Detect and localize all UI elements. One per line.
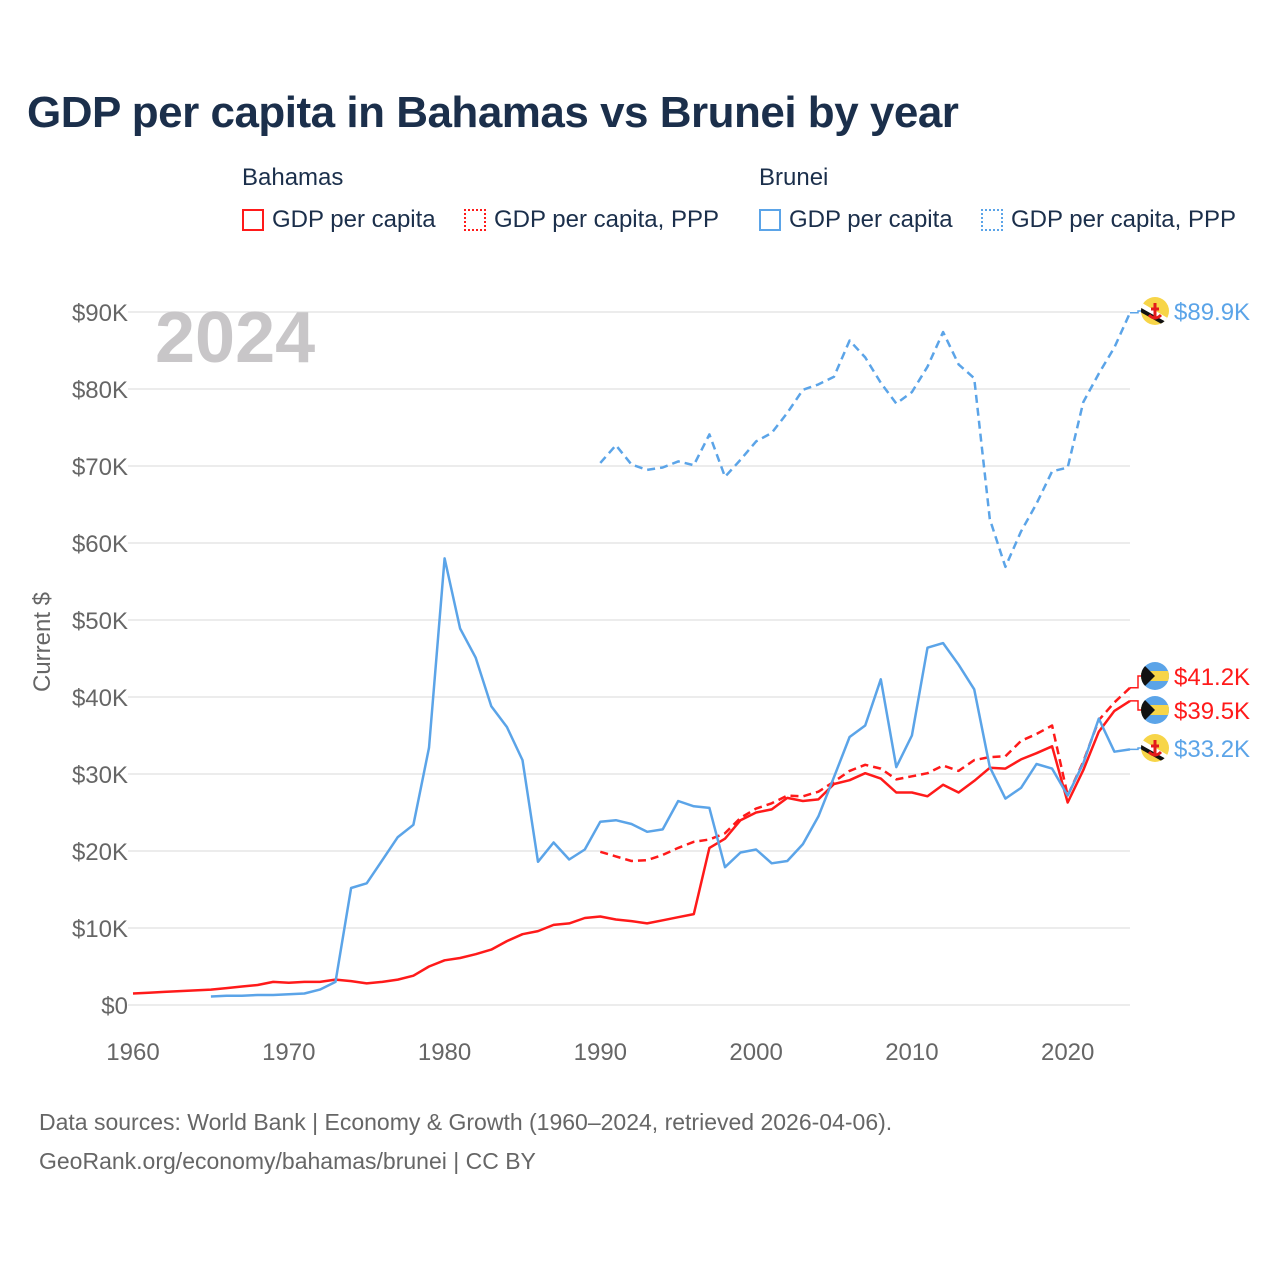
bahamas-flag-icon (1141, 662, 1169, 690)
end-connector (1130, 700, 1142, 711)
footer-sources: Data sources: World Bank | Economy & Gro… (39, 1109, 893, 1135)
legend-label: GDP per capita (789, 206, 953, 233)
legend-label: GDP per capita, PPP (494, 206, 719, 233)
flag-triangle (1141, 696, 1155, 724)
y-tick-label: $60K (72, 531, 128, 558)
x-tick-label: 1990 (574, 1039, 627, 1066)
y-axis-label: Current $ (29, 592, 56, 692)
legend-bahamas-ppp[interactable]: GDP per capita, PPP (464, 206, 719, 234)
y-tick-label: $80K (72, 377, 128, 404)
legend-label: GDP per capita (272, 206, 436, 233)
legend-group-brunei: Brunei (759, 164, 829, 191)
x-tick-label: 1970 (262, 1039, 315, 1066)
flag-emblem (1147, 740, 1163, 757)
x-tick-label: 1980 (418, 1039, 471, 1066)
y-tick-label: $70K (72, 454, 128, 481)
end-value-label: $33.2K (1174, 736, 1250, 763)
series-line-brunei-gdp-per-capita (210, 557, 1131, 998)
end-value-label: $89.9K (1174, 299, 1250, 326)
end-connector (1130, 310, 1142, 314)
flag-body (1141, 662, 1169, 690)
end-value-label: $39.5K (1174, 698, 1250, 725)
x-tick-label: 2010 (885, 1039, 938, 1066)
end-connector (1130, 747, 1142, 751)
y-tick-label: $90K (72, 300, 128, 327)
end-connector (1130, 675, 1142, 689)
flag-triangle (1141, 662, 1155, 690)
year-label: 2024 (155, 298, 315, 378)
legend-group-bahamas: Bahamas (242, 164, 344, 191)
legend-swatch-solid-red (242, 209, 264, 231)
flag-body (1141, 734, 1169, 762)
end-value-label: $41.2K (1174, 664, 1250, 691)
y-tick-label: $10K (72, 916, 128, 943)
legend-brunei-ppp[interactable]: GDP per capita, PPP (981, 206, 1236, 234)
x-tick-label: 2020 (1041, 1039, 1094, 1066)
flag-body (1141, 696, 1169, 724)
brunei-flag-icon (1141, 297, 1169, 325)
legend-bahamas-gdp[interactable]: GDP per capita (242, 206, 436, 234)
legend-swatch-dotted-blue (981, 209, 1003, 231)
y-tick-label: $20K (72, 839, 128, 866)
series-line-bahamas-gdp-per-capita (132, 699, 1131, 995)
legend-swatch-dotted-red (464, 209, 486, 231)
legend-label: GDP per capita, PPP (1011, 206, 1236, 233)
y-tick-label: $50K (72, 608, 128, 635)
flag-emblem (1147, 303, 1163, 320)
x-tick-label: 1960 (106, 1039, 159, 1066)
y-tick-label: $30K (72, 762, 128, 789)
flag-body (1141, 297, 1169, 325)
bahamas-flag-icon (1141, 696, 1169, 724)
legend-swatch-solid-blue (759, 209, 781, 231)
brunei-flag-icon (1141, 734, 1169, 762)
series-line-brunei-gdp-per-capita-ppp (599, 312, 1132, 569)
x-tick-label: 2000 (729, 1039, 782, 1066)
chart-title: GDP per capita in Bahamas vs Brunei by y… (27, 88, 959, 137)
y-tick-label: $0 (101, 993, 128, 1020)
footer-link[interactable]: GeoRank.org/economy/bahamas/brunei | CC … (39, 1148, 536, 1174)
legend-brunei-gdp[interactable]: GDP per capita (759, 206, 953, 234)
y-tick-label: $40K (72, 685, 128, 712)
series-line-bahamas-gdp-per-capita-ppp (599, 686, 1131, 863)
